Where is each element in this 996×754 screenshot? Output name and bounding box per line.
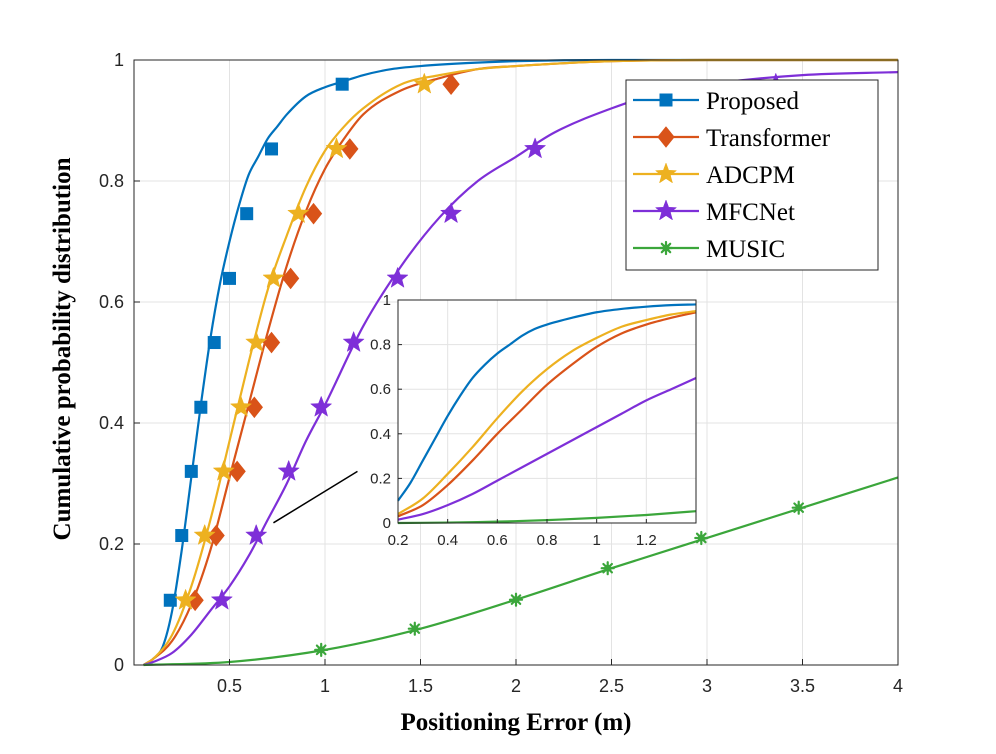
- x-tick-label: 1: [320, 676, 330, 696]
- main-ticks: 0.5 1 1.5 2 2.5 3 3.5 400.20.40.60.81: [99, 50, 903, 696]
- data-point-proposed: [240, 207, 254, 221]
- legend-entry-mfcnet: MFCNet: [633, 199, 795, 226]
- x-tick-label: 2: [511, 676, 521, 696]
- x-axis-label: Positioning Error (m): [400, 709, 631, 736]
- legend-label: ADCPM: [706, 162, 795, 189]
- data-point-adcpm: [325, 137, 348, 159]
- data-point-proposed: [335, 77, 349, 91]
- data-point-music: [314, 642, 329, 658]
- inset-x-tick-label: 1: [592, 532, 600, 549]
- data-point-music: [694, 530, 709, 546]
- data-point-adcpm: [413, 72, 436, 94]
- data-point-adcpm: [287, 201, 310, 224]
- inset-ticks: 0.2 0.4 0.6 0.8 1 1.200.20.40.60.81: [370, 292, 657, 549]
- y-tick-label: 1: [114, 50, 124, 70]
- data-point-adcpm: [193, 523, 216, 545]
- inset-x-tick-label: 0.4: [437, 532, 458, 549]
- data-point-proposed: [175, 529, 189, 543]
- legend: Proposed Transformer ADCPM MFCNet MUSIC: [625, 79, 879, 271]
- inset-y-tick-label: 0: [383, 515, 391, 532]
- data-point-proposed: [163, 593, 177, 607]
- inset-y-tick-label: 0.6: [370, 381, 391, 398]
- data-point-mfcnet: [310, 395, 333, 417]
- legend-label: Transformer: [706, 125, 831, 152]
- legend-entry-proposed: Proposed: [633, 88, 800, 115]
- data-point-adcpm: [229, 395, 253, 417]
- data-point-music: [600, 561, 615, 576]
- series-line-music: [143, 476, 899, 667]
- data-point-adcpm: [245, 330, 268, 352]
- series-proposed: [142, 58, 898, 666]
- inset-series-line-transformer: [397, 311, 697, 518]
- data-point-proposed: [223, 271, 236, 285]
- data-point-music: [791, 500, 806, 515]
- data-point-proposed: [207, 336, 221, 350]
- legend-marker-mfcnet: [654, 199, 678, 221]
- legend-marker-adcpm: [654, 162, 678, 184]
- data-point-transformer: [281, 267, 300, 290]
- inset-series-line-proposed: [397, 303, 697, 502]
- inset-x-tick-label: 0.2: [388, 532, 409, 549]
- data-point-proposed: [194, 400, 208, 414]
- inset-series-line-adcpm: [397, 310, 697, 516]
- legend-marker-transformer: [657, 126, 675, 148]
- legend-label: Proposed: [706, 88, 800, 115]
- inset-chart: 0.2 0.4 0.6 0.8 1 1.200.20.40.60.81: [370, 292, 697, 549]
- zoom-connector-line: [273, 470, 358, 524]
- x-tick-label: 4: [893, 676, 903, 696]
- data-point-adcpm: [174, 588, 197, 610]
- inset-x-tick-label: 0.6: [487, 532, 508, 549]
- data-point-mfcnet: [386, 266, 409, 288]
- data-point-mfcnet: [245, 523, 268, 545]
- x-tick-label: 3.5: [790, 676, 815, 696]
- data-point-mfcnet: [342, 330, 365, 352]
- inset-y-tick-label: 0.4: [370, 426, 391, 443]
- data-point-proposed: [184, 464, 198, 478]
- y-tick-label: 0.2: [99, 534, 124, 554]
- y-axis-label: Cumulative probability distribution: [49, 157, 76, 540]
- x-tick-label: 0.5: [217, 676, 242, 696]
- inset-series-line-mfcnet: [397, 377, 697, 521]
- y-tick-label: 0.4: [99, 413, 124, 433]
- data-point-music: [508, 592, 524, 607]
- inset-x-tick-label: 1.2: [636, 532, 657, 549]
- x-tick-label: 3: [702, 676, 712, 696]
- inset-y-tick-label: 0.8: [370, 337, 391, 354]
- x-tick-label: 2.5: [599, 676, 624, 696]
- legend-entry-transformer: Transformer: [633, 125, 831, 152]
- series-line-adcpm: [142, 58, 898, 666]
- data-point-transformer: [442, 73, 460, 96]
- inset-y-tick-label: 0.2: [370, 470, 391, 487]
- legend-label: MUSIC: [706, 236, 785, 263]
- legend-entry-adcpm: ADCPM: [633, 162, 795, 189]
- data-point-mfcnet: [210, 588, 233, 610]
- data-point-mfcnet: [277, 459, 300, 481]
- data-point-mfcnet: [439, 201, 463, 224]
- data-point-proposed: [265, 142, 279, 156]
- x-tick-label: 1.5: [408, 676, 433, 696]
- y-tick-label: 0: [114, 655, 124, 675]
- series-music: [143, 476, 899, 667]
- data-point-adcpm: [262, 266, 285, 288]
- data-point-mfcnet: [523, 137, 547, 159]
- legend-marker-proposed: [659, 93, 673, 107]
- series-line-proposed: [142, 58, 898, 666]
- legend-marker-music: [658, 240, 674, 256]
- inset-x-tick-label: 0.8: [537, 532, 558, 549]
- series-adcpm: [142, 58, 898, 666]
- y-tick-label: 0.6: [99, 292, 124, 312]
- y-tick-label: 0.8: [99, 171, 124, 191]
- inset-y-tick-label: 1: [383, 292, 391, 309]
- legend-entry-music: MUSIC: [633, 236, 785, 263]
- data-point-adcpm: [212, 459, 235, 481]
- legend-label: MFCNet: [706, 199, 795, 226]
- data-point-music: [407, 621, 422, 636]
